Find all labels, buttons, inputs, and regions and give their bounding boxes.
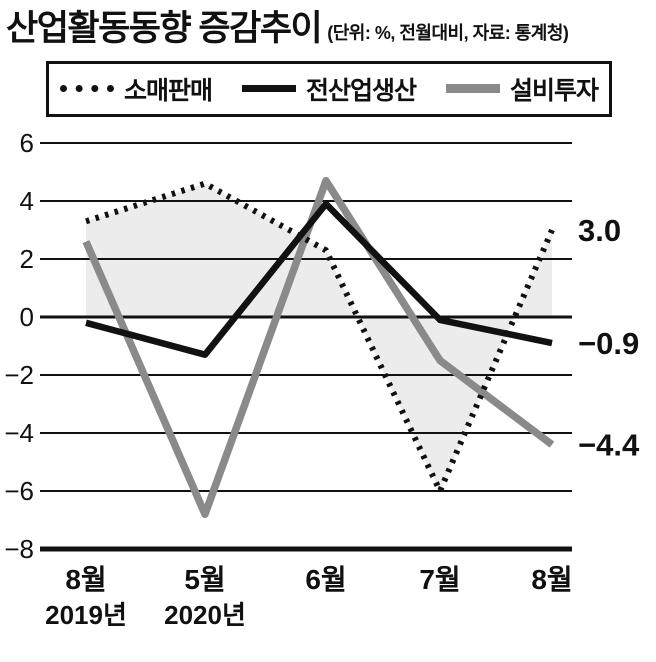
solid-black-line-swatch-icon [241, 85, 296, 92]
x-tick-month-label: 6월 [305, 564, 346, 595]
x-tick-month-label: 8월 [531, 564, 572, 595]
y-tick-label: −2 [4, 360, 34, 390]
end-value-label-facility-investment: −4.4 [578, 427, 640, 462]
end-value-label-retail-sales: 3.0 [578, 213, 621, 248]
legend-label: 전산업생산 [305, 76, 417, 105]
end-value-label-industrial-production: −0.9 [578, 326, 639, 361]
series-line-industrial-production [85, 200, 553, 358]
legend-label: 설비투자 [510, 76, 599, 105]
legend-label: 소매판매 [123, 76, 213, 105]
chart-svg: 6 4 2 0 −2 −4 −6 −8 3.0 −0.9 −4.4 8월 2019년 5월 2020년 6월 7… [4, 128, 640, 630]
page-subtitle: (단위: %, 전월대비, 자료: 통계청) [327, 22, 569, 43]
series-fill-area [86, 183, 552, 491]
legend-item-facility-investment: 설비투자 [446, 71, 599, 107]
y-tick-label: −6 [4, 476, 34, 506]
legend: 소매판매 전산업생산 설비투자 [46, 60, 612, 117]
x-tick-year-label: 2019년 [45, 600, 127, 630]
dotted-line-swatch-icon [59, 85, 114, 92]
chart-area: 6 4 2 0 −2 −4 −6 −8 3.0 −0.9 −4.4 8월 2019년 5월 2020년 6월 7… [0, 121, 656, 636]
legend-item-retail-sales: 소매판매 [59, 71, 213, 107]
chart-header: 산업활동동향 증감추이 (단위: %, 전월대비, 자료: 통계청) [0, 0, 656, 49]
page-title: 산업활동동향 증감추이 [6, 9, 323, 48]
series-line-facility-investment [82, 176, 555, 518]
x-tick-month-label: 5월 [184, 564, 225, 595]
y-tick-label: 0 [20, 302, 34, 332]
x-tick-month-label: 7월 [419, 564, 460, 595]
y-tick-label: 4 [20, 186, 34, 216]
x-tick-month-label: 8월 [65, 564, 106, 595]
y-tick-label: −8 [4, 534, 34, 564]
solid-gray-line-swatch-icon [446, 84, 500, 93]
series-line-retail-sales [85, 180, 555, 494]
y-tick-label: −4 [4, 418, 34, 448]
y-tick-label: 2 [20, 244, 34, 274]
legend-item-industrial-production: 전산업생산 [241, 71, 417, 107]
y-tick-label: 6 [20, 128, 34, 158]
x-tick-year-label: 2020년 [164, 600, 246, 630]
